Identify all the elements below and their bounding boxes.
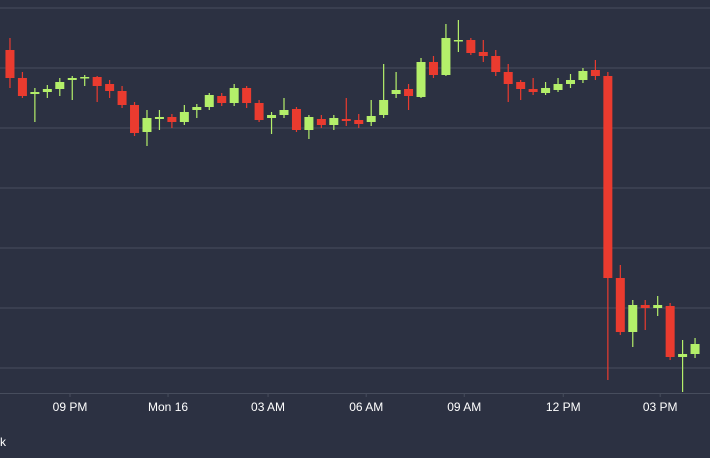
candle-body (590, 70, 600, 76)
x-tick-label: 12 PM (546, 400, 581, 414)
candle-body (217, 96, 227, 103)
candle-body (678, 354, 688, 357)
candle-body (92, 77, 102, 86)
x-tick-label: 09 AM (447, 400, 481, 414)
candle-body (316, 119, 326, 125)
candle-body (603, 76, 613, 278)
candle-body (628, 305, 638, 332)
candle-body (329, 118, 339, 125)
candle-body (690, 344, 700, 354)
candle-body (105, 84, 115, 91)
candle-body (541, 88, 551, 93)
candle-body (130, 105, 140, 133)
candle-body (428, 62, 438, 75)
candle-body (379, 100, 389, 115)
candle-body (167, 117, 177, 122)
x-tick-label: 06 AM (349, 400, 383, 414)
candle-body (192, 107, 202, 110)
candle-body (416, 62, 426, 97)
candle-body (503, 72, 513, 84)
x-tick-label: 09 PM (53, 400, 88, 414)
candle-body (491, 56, 501, 72)
x-tick-label: 03 AM (251, 400, 285, 414)
candle-body (55, 82, 65, 89)
x-tick-label: Mon 16 (148, 400, 188, 414)
candle-body (67, 78, 77, 80)
candle-body (279, 110, 289, 115)
candle-body (665, 306, 675, 357)
candle-body (354, 120, 364, 124)
candle-body (466, 40, 476, 53)
candle-body (516, 82, 526, 89)
candle-body (640, 305, 650, 308)
candle-body (341, 119, 351, 121)
watermark: k (0, 435, 7, 449)
candle-body (5, 50, 15, 78)
candle-body (653, 305, 663, 308)
candle-body (154, 117, 164, 119)
candle-body (17, 78, 27, 96)
x-tick-label: 03 PM (643, 400, 678, 414)
candle-body (528, 89, 538, 92)
candle-body (391, 90, 401, 94)
candle-body (565, 80, 575, 84)
candle-body (204, 95, 214, 107)
candle-body (291, 109, 301, 130)
candle-body (179, 112, 189, 122)
candle-body (80, 77, 90, 79)
candle-body (42, 89, 52, 92)
candle-body (304, 117, 314, 130)
candle-body (366, 116, 376, 122)
candle-body (441, 38, 451, 75)
candle-body (229, 88, 239, 103)
candle-body (478, 52, 488, 56)
candle-body (615, 278, 625, 332)
candle-body (578, 71, 588, 80)
candle-body (404, 89, 414, 96)
candle-body (142, 118, 152, 132)
candle-body (117, 91, 127, 105)
candle-body (553, 84, 563, 90)
candle-body (242, 88, 252, 103)
candle-body (30, 92, 40, 94)
candle-body (254, 103, 264, 120)
candle-body (267, 115, 277, 118)
candle-body (453, 40, 463, 42)
